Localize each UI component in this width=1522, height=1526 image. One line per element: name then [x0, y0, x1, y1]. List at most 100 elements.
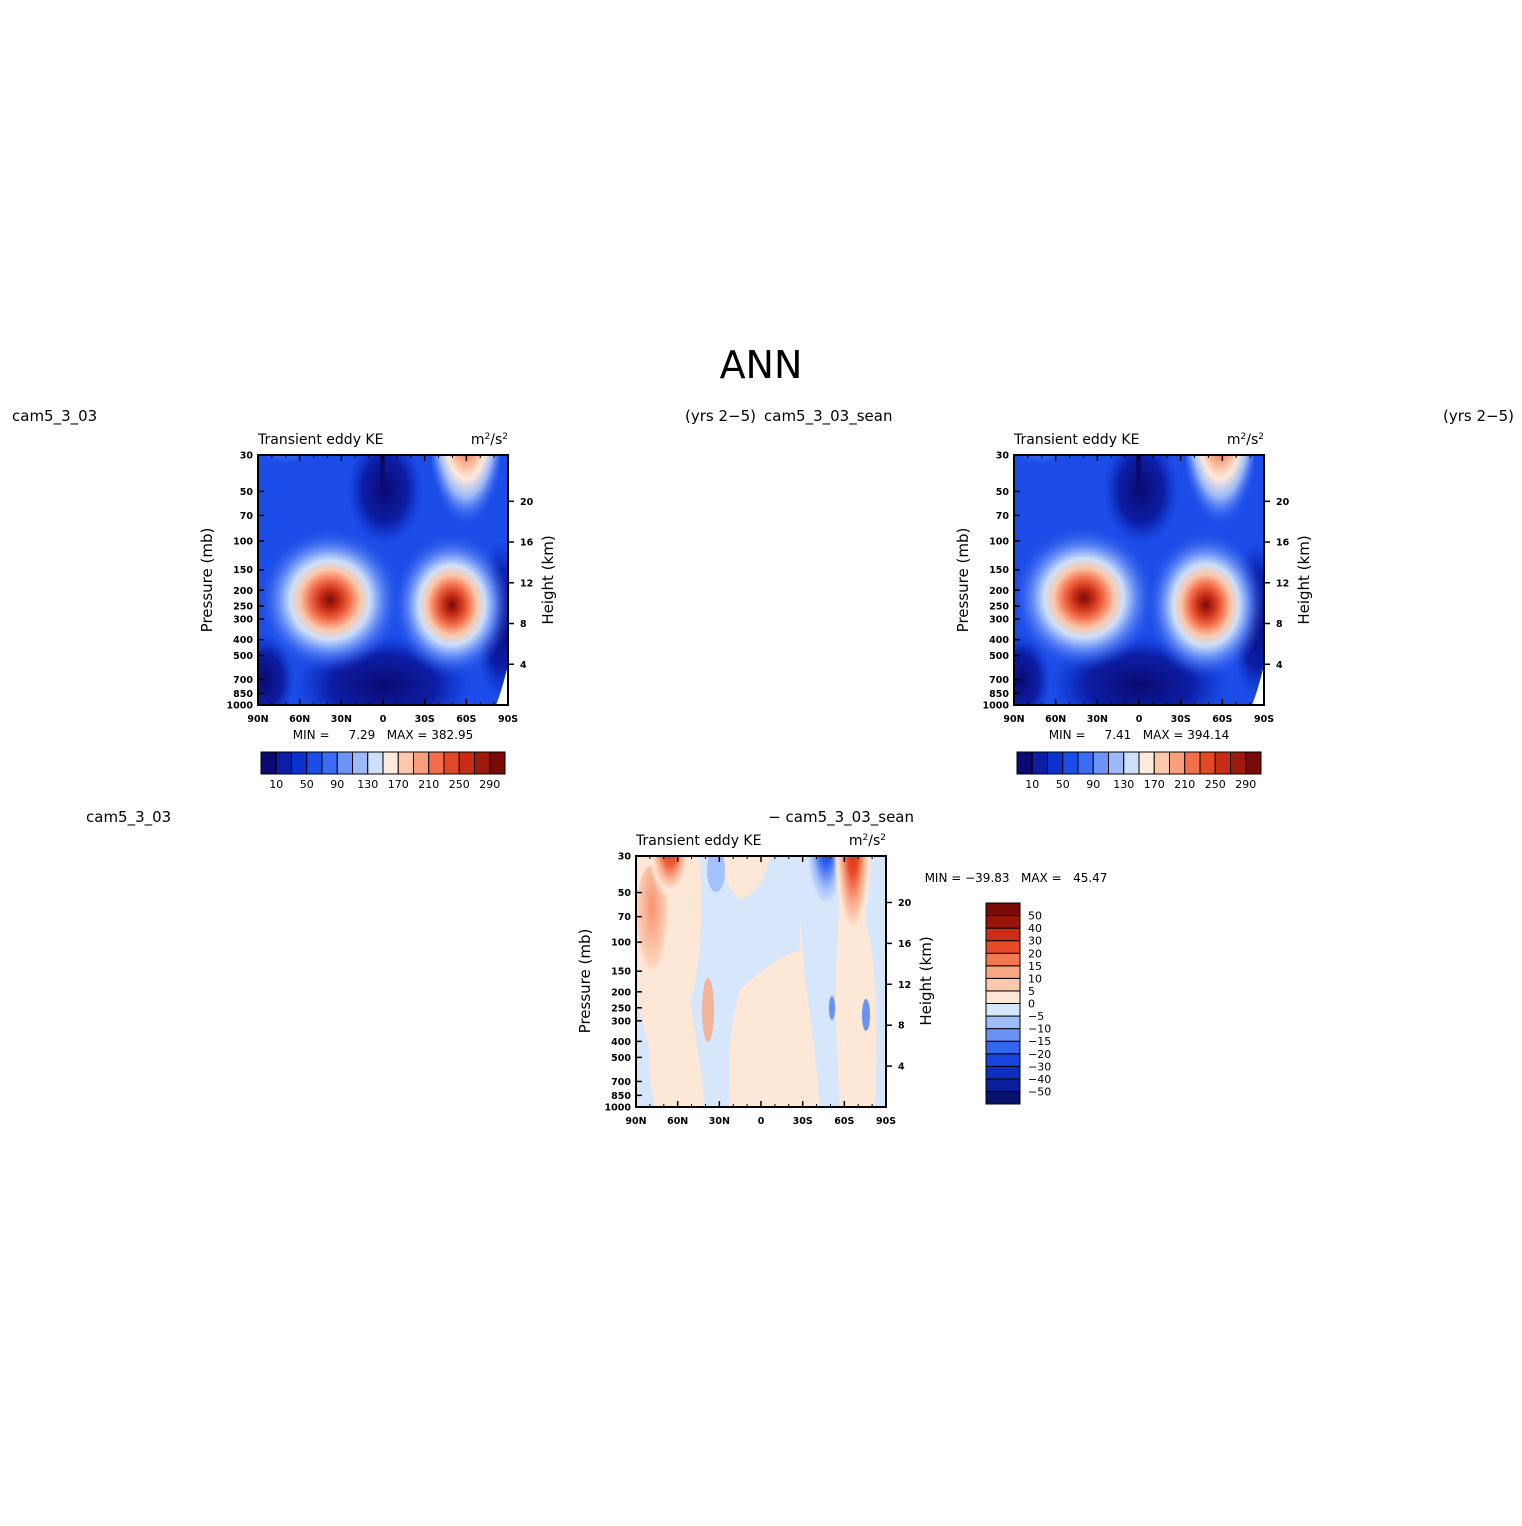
bd-xtick-label: 60S	[834, 1116, 854, 1127]
panel-tl-ylabel: Pressure (mb)	[198, 528, 216, 633]
tr-ytick-label: 1000	[983, 701, 1010, 712]
tr-ytick-right-label: 16	[1276, 538, 1290, 549]
panel-tl-strat-north	[258, 455, 325, 500]
tl-ytick-label: 500	[233, 651, 253, 662]
panel-bd-blue-small-b	[862, 999, 870, 1031]
panel-tl-years-label: (yrs 2−5)	[685, 407, 756, 425]
panel-top-right: Transient eddy KE m2/s2 90N 60N 30N 0 30S 60S…	[954, 432, 1313, 791]
bd-ytick-right-label: 12	[898, 980, 911, 991]
tr-ytick-right-label: 12	[1276, 578, 1289, 589]
panel-bd-case-label: cam5_3_03	[86, 808, 171, 827]
tl-colorbar-label: 130	[357, 778, 378, 791]
tr-ytick-label: 400	[989, 635, 1009, 646]
panel-tr-subtitle: Transient eddy KE	[1013, 432, 1139, 448]
panel-tl-eq-strat-bar	[380, 455, 385, 493]
panel-tl-strat-south	[432, 455, 500, 560]
panel-tl-case-label: cam5_3_03	[12, 407, 97, 426]
tr-ytick-label: 30	[996, 451, 1010, 462]
bd-xtick-label: 90N	[625, 1116, 646, 1127]
bd-colorbar-box	[985, 977, 1021, 992]
panel-bd-blue-small-a	[829, 996, 835, 1020]
tr-colorbar-label: 90	[1086, 778, 1100, 791]
panel-tr-strat-south	[1186, 455, 1254, 560]
tl-colorbar-box	[306, 751, 323, 775]
bd-colorbar-label: −40	[1028, 1073, 1051, 1086]
bd-ytick-label: 300	[611, 1016, 631, 1027]
tl-ytick-label: 250	[233, 602, 253, 613]
tr-xtick-label: 60N	[1045, 714, 1066, 725]
tl-ytick-label: 30	[240, 451, 254, 462]
tl-colorbar-box	[382, 751, 399, 775]
tr-colorbar-box	[1092, 751, 1109, 775]
panel-tr-strat-north	[1014, 455, 1081, 500]
tr-colorbar-box	[1123, 751, 1140, 775]
bd-colorbar-label: −5	[1028, 1010, 1044, 1023]
tr-ytick-right-label: 20	[1276, 497, 1290, 508]
tr-ytick-label: 100	[989, 536, 1009, 547]
panel-tr-jet-south	[1146, 531, 1264, 679]
panel-bd-field	[636, 856, 886, 1107]
tr-colorbar-box	[1169, 751, 1186, 775]
bd-ytick-label: 850	[611, 1091, 631, 1102]
panel-bd-neg-region-np	[636, 1000, 655, 1107]
tr-colorbar-label: 290	[1235, 778, 1256, 791]
tl-colorbar-box	[474, 751, 491, 775]
tr-colorbar-label: 130	[1113, 778, 1134, 791]
tl-ytick-label: 1000	[227, 701, 254, 712]
bd-colorbar-box	[985, 952, 1021, 967]
tl-ytick-label: 850	[233, 689, 253, 700]
panel-tl-ylabel-right: Height (km)	[539, 535, 557, 624]
tr-ytick-label: 50	[996, 487, 1010, 498]
panel-tl-units: m2/s2	[471, 432, 508, 448]
bd-ytick-label: 700	[611, 1077, 631, 1088]
tl-xtick-label: 30N	[331, 714, 352, 725]
bd-colorbar-box	[985, 927, 1021, 942]
tr-ytick-right-label: 4	[1276, 660, 1283, 671]
tr-ytick-right-label: 8	[1276, 619, 1283, 630]
tl-xtick-label: 90N	[247, 714, 268, 725]
tl-ytick-right-label: 4	[520, 660, 527, 671]
panel-bd-strat-north	[648, 856, 692, 920]
bd-xtick-label: 0	[758, 1116, 765, 1127]
page-title: ANN	[720, 343, 803, 387]
bd-ytick-label: 70	[618, 912, 632, 923]
panel-tl-stats: MIN = 7.29 MAX = 382.95	[293, 728, 473, 742]
tl-colorbar-box	[260, 751, 277, 775]
tl-colorbar-box	[275, 751, 292, 775]
tl-colorbar-box	[443, 751, 460, 775]
bd-ytick-label: 200	[611, 987, 631, 998]
tr-xtick-label: 90N	[1003, 714, 1024, 725]
bd-colorbar-box	[985, 1028, 1021, 1042]
panel-top-left: Transient eddy KE m2/s2 90N 60N 30N 0 30S 60S…	[198, 432, 557, 791]
bd-colorbar-label: 0	[1028, 998, 1035, 1011]
tr-colorbar-box	[1245, 751, 1262, 775]
tl-ytick-right-label: 16	[520, 538, 534, 549]
tl-colorbar-label: 50	[300, 778, 314, 791]
tr-xtick-label: 0	[1136, 714, 1143, 725]
tr-colorbar-label: 210	[1174, 778, 1195, 791]
bd-ytick-right-label: 4	[898, 1062, 905, 1073]
tl-colorbar-label: 250	[449, 778, 470, 791]
bd-ytick-right-label: 16	[898, 939, 912, 950]
tr-ytick-label: 500	[989, 651, 1009, 662]
tl-ytick-label: 400	[233, 635, 253, 646]
tr-colorbar-box	[1077, 751, 1094, 775]
tl-colorbar-box	[291, 751, 308, 775]
panel-bd-strat-south-red	[833, 856, 873, 995]
tr-colorbar-label: 10	[1025, 778, 1039, 791]
bd-colorbar-label: −20	[1028, 1048, 1051, 1061]
tr-ytick-label: 200	[989, 586, 1009, 597]
bd-colorbar-box	[985, 902, 1021, 917]
tr-colorbar-box	[1230, 751, 1247, 775]
bd-colorbar-box	[985, 1065, 1021, 1080]
bd-colorbar-label: −50	[1028, 1085, 1051, 1098]
tr-colorbar-box	[1031, 751, 1048, 775]
panel-tl-missing-corner	[496, 665, 508, 705]
bd-ytick-right-label: 20	[898, 898, 912, 909]
tr-colorbar-label: 170	[1144, 778, 1165, 791]
tr-colorbar-box	[1199, 751, 1216, 775]
tl-ytick-label: 50	[240, 487, 254, 498]
bd-colorbar-label: 40	[1028, 922, 1042, 935]
bd-ytick-right-label: 8	[898, 1021, 905, 1032]
bd-colorbar-label: −15	[1028, 1035, 1051, 1048]
